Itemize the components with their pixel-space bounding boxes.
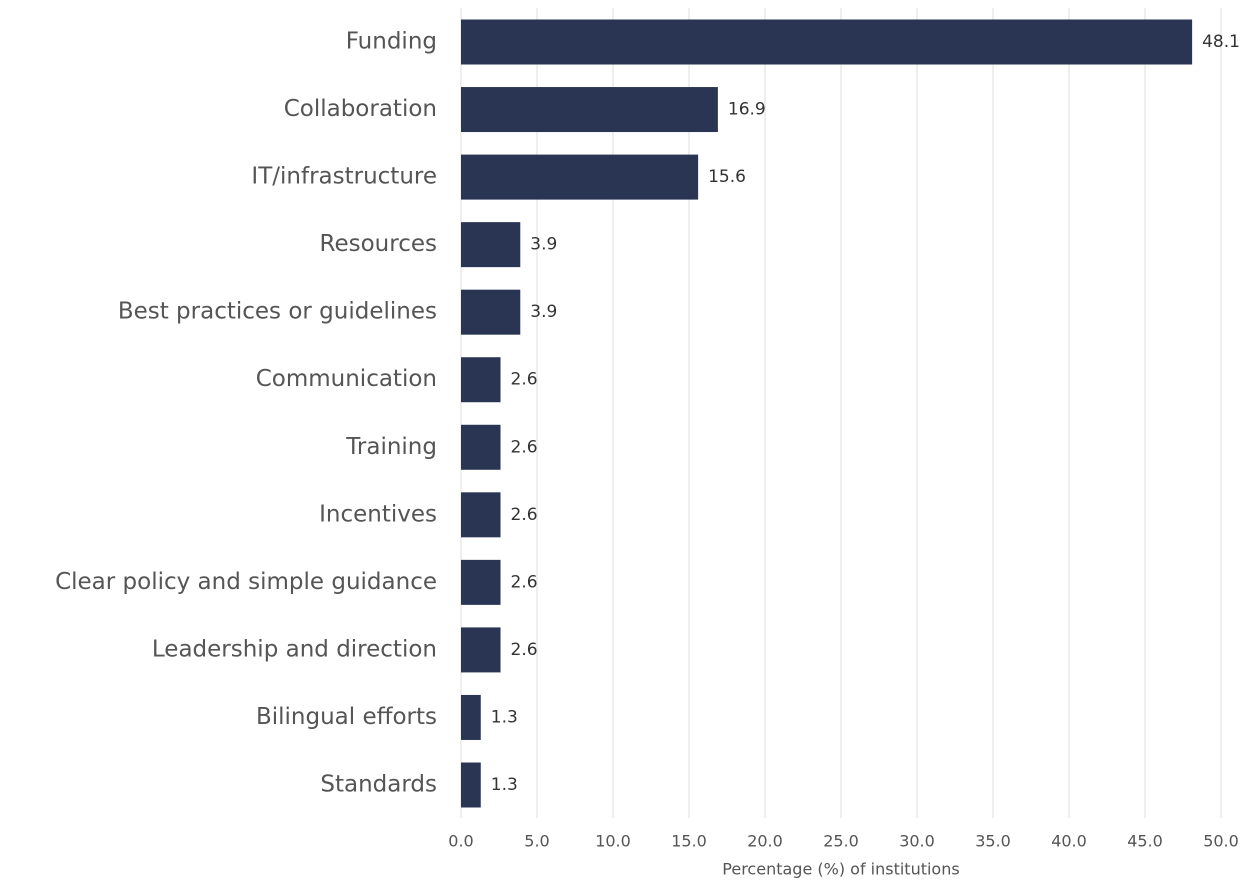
bar (461, 762, 481, 808)
value-label: 3.9 (530, 302, 557, 322)
value-label: 2.6 (511, 437, 538, 457)
value-label: 15.6 (708, 167, 746, 187)
category-label: Collaboration (284, 96, 437, 122)
x-axis-label: Percentage (%) of institutions (722, 860, 959, 879)
x-tick-label: 50.0 (1203, 832, 1239, 851)
x-tick-label: 20.0 (747, 832, 783, 851)
bar (461, 694, 481, 740)
x-tick-label: 15.0 (671, 832, 707, 851)
bar (461, 492, 501, 538)
category-label: IT/infrastructure (251, 164, 437, 190)
category-label: Incentives (319, 501, 437, 527)
bar (461, 87, 718, 133)
x-tick-label: 0.0 (448, 832, 473, 851)
category-label: Resources (320, 231, 437, 257)
value-label: 2.6 (511, 370, 538, 390)
value-label: 2.6 (511, 640, 538, 660)
bar (461, 19, 1193, 65)
x-tick-label: 5.0 (524, 832, 549, 851)
value-label: 48.1 (1202, 32, 1240, 52)
x-tick-label: 25.0 (823, 832, 859, 851)
value-label: 2.6 (511, 572, 538, 592)
x-tick-label: 45.0 (1127, 832, 1163, 851)
bar (461, 424, 501, 470)
category-label: Leadership and direction (152, 636, 437, 662)
category-label: Standards (320, 772, 437, 798)
category-label: Best practices or guidelines (118, 299, 437, 325)
bar (461, 154, 699, 200)
category-label: Bilingual efforts (256, 704, 437, 730)
bar (461, 627, 501, 673)
bar (461, 357, 501, 403)
value-label: 16.9 (728, 100, 766, 120)
value-label: 1.3 (491, 775, 518, 795)
category-label: Communication (256, 366, 437, 392)
category-label: Training (345, 434, 437, 460)
category-label: Clear policy and simple guidance (55, 569, 437, 595)
bar (461, 289, 521, 335)
x-tick-label: 10.0 (595, 832, 631, 851)
bar (461, 222, 521, 268)
value-label: 3.9 (530, 235, 557, 255)
value-label: 2.6 (511, 505, 538, 525)
x-tick-label: 30.0 (899, 832, 935, 851)
value-label: 1.3 (491, 707, 518, 727)
bar (461, 559, 501, 605)
x-tick-label: 35.0 (975, 832, 1011, 851)
category-label: Funding (346, 29, 437, 55)
x-tick-label: 40.0 (1051, 832, 1087, 851)
